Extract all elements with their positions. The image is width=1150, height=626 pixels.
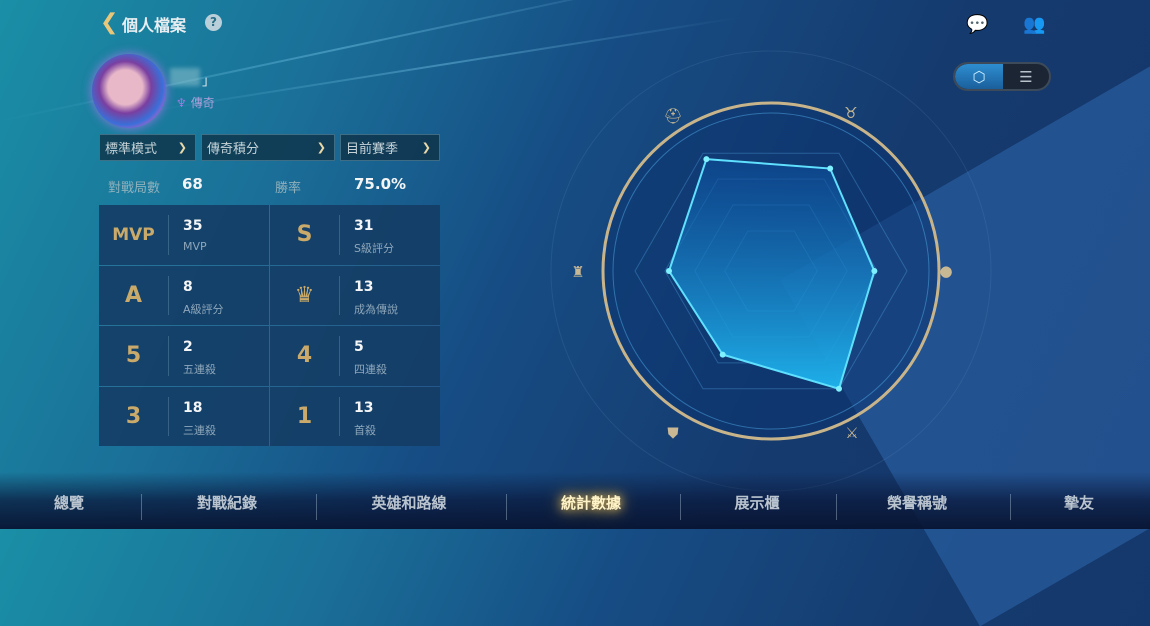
- crossed-swords-icon: ⚔: [845, 424, 859, 442]
- chat-bubble-icon[interactable]: 💬: [966, 14, 989, 35]
- matches-value: 68: [182, 175, 203, 193]
- chevron-down-icon: ❯: [316, 141, 326, 154]
- stat-value: 35: [183, 218, 203, 234]
- chevron-down-icon: ❯: [177, 141, 187, 154]
- stat-legendary: ♛ 13 成為傳說: [270, 265, 440, 325]
- stat-value: 13: [354, 278, 374, 295]
- rank-icon: ♆: [176, 96, 187, 110]
- stat-mvp: MVP 35 MVP: [99, 205, 269, 265]
- horned-helmet-icon: ♉: [844, 104, 858, 122]
- first-blood-icon: 1: [296, 403, 313, 429]
- a-grade-icon: A: [124, 282, 143, 308]
- help-icon[interactable]: ?: [205, 14, 222, 31]
- friends-icon[interactable]: 👥: [1023, 14, 1046, 35]
- stat-triple-kill: 3 18 三連殺: [99, 386, 269, 446]
- player-name-blurred: [170, 68, 200, 86]
- stat-value: 2: [183, 339, 193, 355]
- tab-showcase[interactable]: 展示櫃: [734, 494, 780, 512]
- tab-heroes-lanes[interactable]: 英雄和路線: [371, 494, 447, 512]
- stat-s-rating: S 31 S級評分: [270, 205, 440, 265]
- bottom-nav: 總覽 對戰紀錄 英雄和路線 統計數據 展示櫃 榮譽稱號 摯友: [0, 472, 1150, 529]
- tab-statistics[interactable]: 統計數據: [560, 494, 622, 512]
- back-button[interactable]: ❮: [100, 10, 119, 35]
- stat-value: 18: [183, 399, 203, 416]
- stat-label: 四連殺: [354, 363, 387, 376]
- avatar[interactable]: [92, 54, 166, 128]
- stat-label: MVP: [183, 240, 207, 253]
- radar-point-bottom-right-crossed-swords: [836, 385, 842, 392]
- view-toggle[interactable]: ⬡ ☰: [953, 62, 1051, 91]
- season-dropdown-label: 目前賽季: [346, 142, 399, 157]
- stat-label: 首殺: [354, 423, 376, 437]
- triple-kill-icon: 3: [125, 403, 142, 429]
- stat-label: A級評分: [183, 302, 224, 316]
- radar-view-button[interactable]: ⬡: [955, 64, 1003, 89]
- tab-best-friends[interactable]: 摯友: [1063, 494, 1095, 512]
- stat-value: 13: [354, 399, 374, 416]
- inner-ring: [612, 112, 930, 430]
- legendary-crown-icon: ♛: [294, 282, 315, 308]
- stat-quadra-kill: 4 5 四連殺: [270, 326, 440, 386]
- stat-value: 5: [354, 339, 364, 355]
- mode-dropdown[interactable]: 標準模式 ❯: [99, 134, 196, 161]
- page-title: 個人檔案: [122, 16, 187, 35]
- radar-chart: [550, 50, 992, 492]
- stat-a-rating: A 8 A級評分: [99, 265, 269, 325]
- tab-match-history[interactable]: 對戰紀錄: [196, 494, 258, 512]
- radar-point-bottom-left-shield: [719, 351, 726, 358]
- score-dropdown-label: 傳奇積分: [207, 142, 260, 157]
- stat-label: 五連殺: [183, 363, 216, 376]
- hexagon-icon: ⬡: [972, 67, 986, 86]
- winrate-label: 勝率: [275, 181, 302, 196]
- s-grade-icon: S: [296, 222, 313, 248]
- rank-label: 傳奇: [190, 96, 215, 110]
- radar-point-top-left-helmet: [703, 156, 710, 163]
- shield-icon: ⛊: [667, 424, 679, 442]
- list-icon: ☰: [1019, 67, 1033, 86]
- radar-point-left-tower: [666, 268, 672, 274]
- chevron-down-icon: ❯: [421, 141, 431, 154]
- stat-first-blood: 1 13 首殺: [270, 386, 440, 446]
- mode-dropdown-label: 標準模式: [105, 142, 158, 157]
- mvp-icon: MVP: [112, 224, 155, 245]
- stat-label: 成為傳說: [354, 302, 398, 316]
- stat-penta-kill: 5 2 五連殺: [99, 326, 269, 386]
- stat-value: 31: [354, 218, 374, 234]
- stat-label: S級評分: [354, 242, 394, 255]
- stat-value: 8: [183, 278, 193, 295]
- helmet-icon: ⛑: [663, 107, 683, 125]
- player-name: 」: [202, 74, 216, 89]
- list-view-button[interactable]: ☰: [1003, 64, 1049, 89]
- rank-badge: ♆ 傳奇: [176, 94, 215, 111]
- radar-point-top-right-horned-helmet: [827, 165, 834, 172]
- penta-kill-icon: 5: [125, 343, 142, 369]
- tab-overview[interactable]: 總覽: [53, 494, 85, 512]
- tower-icon: ♜: [571, 263, 585, 281]
- stat-label: 三連殺: [183, 423, 216, 437]
- winrate-value: 75.0%: [354, 175, 407, 193]
- matches-label: 對戰局數: [108, 181, 161, 196]
- season-dropdown[interactable]: 目前賽季 ❯: [340, 134, 440, 161]
- quadra-kill-icon: 4: [296, 343, 313, 369]
- radar-point-right-coin: [871, 268, 878, 274]
- tab-honor-titles[interactable]: 榮譽稱號: [886, 494, 948, 512]
- score-dropdown[interactable]: 傳奇積分 ❯: [201, 134, 335, 161]
- coin-icon: ●: [939, 262, 953, 280]
